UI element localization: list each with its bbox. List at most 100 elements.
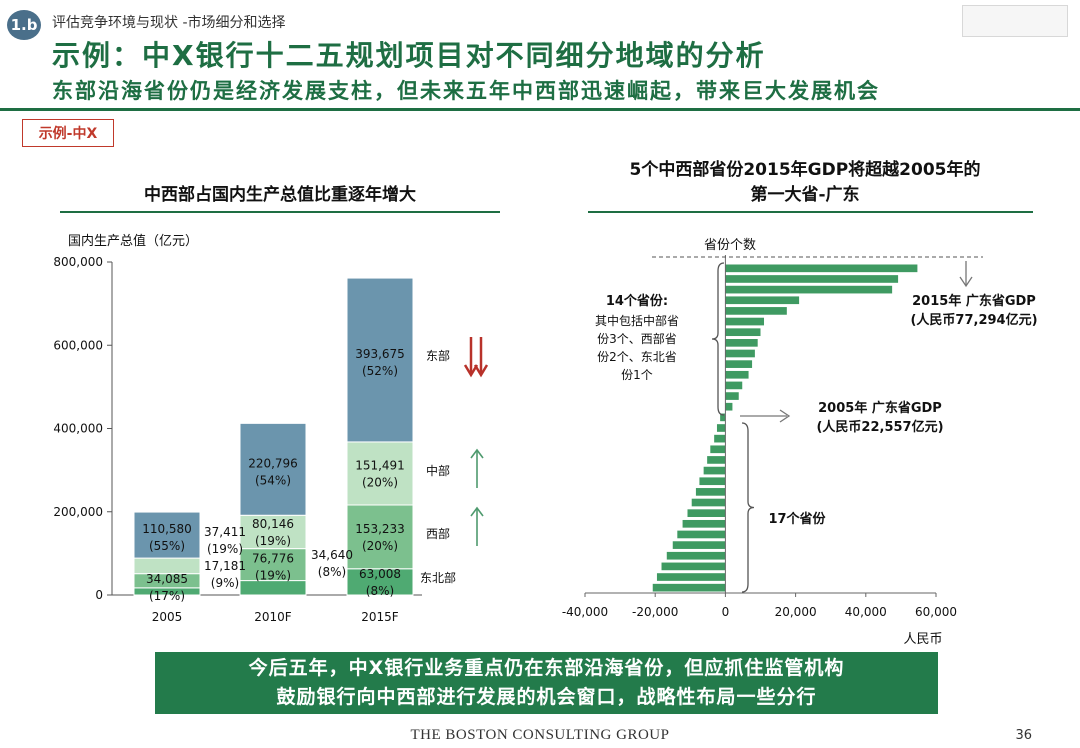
bar-segment [346, 568, 414, 596]
data-label-value: 80,146 [252, 517, 294, 531]
right-section-title-line1: 5个中西部省份2015年GDP将超越2005年的 [629, 160, 981, 180]
region-label: 东北部 [420, 570, 456, 585]
province-bar [672, 541, 726, 549]
banner-line2: 鼓励银行向中西部进行发展的机会窗口，战略性布局一些分行 [276, 686, 817, 708]
province-bar [725, 296, 800, 305]
province-bar [725, 307, 787, 315]
bar-segment [346, 504, 414, 570]
data-label-share: (55%) [149, 539, 185, 553]
data-label-value: 37,411 [204, 525, 246, 539]
annot-14-title: 14个省份: [606, 293, 668, 309]
province-bar [710, 445, 726, 454]
left-y-axis-title: 国内生产总值（亿元） [68, 234, 199, 249]
x-tick-label: 2015F [361, 610, 399, 624]
province-bar [703, 466, 726, 475]
data-label-share: (9%) [211, 576, 239, 590]
data-label-share: (54%) [255, 473, 291, 487]
province-bar [687, 509, 726, 517]
region-label: 东部 [426, 348, 450, 363]
province-bar [656, 573, 726, 581]
bar-segment [239, 422, 307, 516]
arrow-2015-icon [959, 276, 973, 288]
up-arrow-icon [470, 506, 484, 517]
data-label-share: (19%) [207, 542, 243, 556]
example-tag: 示例-中X [22, 119, 114, 147]
y-tick-label: 600,000 [53, 338, 103, 352]
province-bar [725, 317, 765, 326]
data-label-value: 34,640 [311, 548, 353, 562]
conclusion-banner: 今后五年，中X银行业务重点仍在东部沿海省份，但应抓住监管机构 鼓励银行向中西部进… [155, 652, 938, 714]
y-tick-label: 200,000 [53, 505, 103, 519]
data-label-share: (8%) [366, 584, 394, 598]
province-bar [725, 349, 755, 358]
down-arrow-icon [463, 364, 479, 378]
y-tick-label: 400,000 [53, 422, 103, 436]
data-label-share: (20%) [362, 539, 398, 553]
y-tick-label: 800,000 [53, 255, 103, 269]
bracket-brace [741, 422, 755, 593]
data-label-value: 151,491 [355, 458, 405, 472]
hbar-x-unit: 人民币 [903, 632, 942, 647]
data-label-share: (20%) [362, 475, 398, 489]
province-bar [725, 339, 758, 347]
annot-14-line: 其中包括中部省 [595, 313, 679, 328]
banner-line1: 今后五年，中X银行业务重点仍在东部沿海省份，但应抓住监管机构 [248, 657, 845, 679]
province-bar [691, 498, 726, 507]
data-label-value: 393,675 [355, 347, 405, 361]
province-bar [725, 275, 899, 283]
data-label-share: (19%) [255, 569, 291, 583]
province-bar [725, 392, 739, 400]
horizontal-bar-chart: -40,000 -20,000 0 20,000 40,000 60,000 省份个数 人… [562, 238, 1038, 647]
region-label: 中部 [426, 463, 450, 478]
province-bar [725, 360, 753, 368]
bracket-brace [711, 262, 725, 416]
annot-14-line: 份3个、西部省 [597, 331, 677, 346]
section-badge: 1.b [7, 10, 41, 40]
province-bar [714, 434, 726, 443]
down-arrow-icon [473, 364, 489, 378]
province-bar [652, 583, 726, 592]
right-section-rule [588, 211, 1033, 213]
bar-segment [346, 277, 414, 443]
province-bar [725, 370, 749, 379]
province-bar [725, 285, 893, 294]
breadcrumb: 评估竞争环境与现状 -市场细分和选择 [52, 15, 286, 31]
stacked-bar-chart: 0 200,000 400,000 600,000 800,000 2005 2010F 20… [53, 255, 489, 624]
data-label-value: 220,796 [248, 456, 298, 470]
x-tick-label: 0 [722, 605, 730, 619]
province-bar [720, 413, 726, 422]
data-label-value: 110,580 [142, 522, 192, 536]
x-tick-label: 60,000 [915, 605, 957, 619]
annot-2015-line1: 2015年 广东省GDP [912, 293, 1036, 309]
x-tick-label: 2010F [254, 610, 292, 624]
data-label-share: (8%) [318, 565, 346, 579]
y-tick-label: 0 [95, 588, 103, 602]
province-bar [725, 402, 733, 411]
data-label-share: (19%) [255, 534, 291, 548]
x-tick-label: -40,000 [562, 605, 608, 619]
bar-segment [239, 580, 307, 596]
province-bar [661, 562, 726, 571]
province-bar [677, 530, 726, 539]
annot-14-line: 份1个 [621, 368, 653, 382]
data-label-share: (17%) [149, 589, 185, 603]
x-tick-label: 40,000 [845, 605, 887, 619]
x-tick-label: -20,000 [632, 605, 678, 619]
province-bar [716, 424, 726, 432]
annot-14-line: 份2个、东北省 [597, 350, 677, 364]
x-tick-label: 20,000 [775, 605, 817, 619]
data-label-value: 17,181 [204, 559, 246, 573]
data-label-value: 63,008 [359, 567, 401, 581]
data-label-share: (52%) [362, 364, 398, 378]
annot-2015-line2: (人民币77,294亿元) [910, 312, 1037, 328]
page-number: 36 [1015, 728, 1032, 743]
hbar-axis-top-label: 省份个数 [704, 238, 756, 253]
data-label-value: 34,085 [146, 572, 188, 586]
annot-2005-line1: 2005年 广东省GDP [818, 400, 942, 416]
title-divider [0, 108, 1080, 111]
region-label: 西部 [426, 526, 450, 541]
province-bar [666, 551, 726, 560]
annot-17-provinces: 17个省份 [768, 511, 826, 527]
data-label-value: 76,776 [252, 552, 294, 566]
up-arrow-icon [470, 448, 484, 459]
